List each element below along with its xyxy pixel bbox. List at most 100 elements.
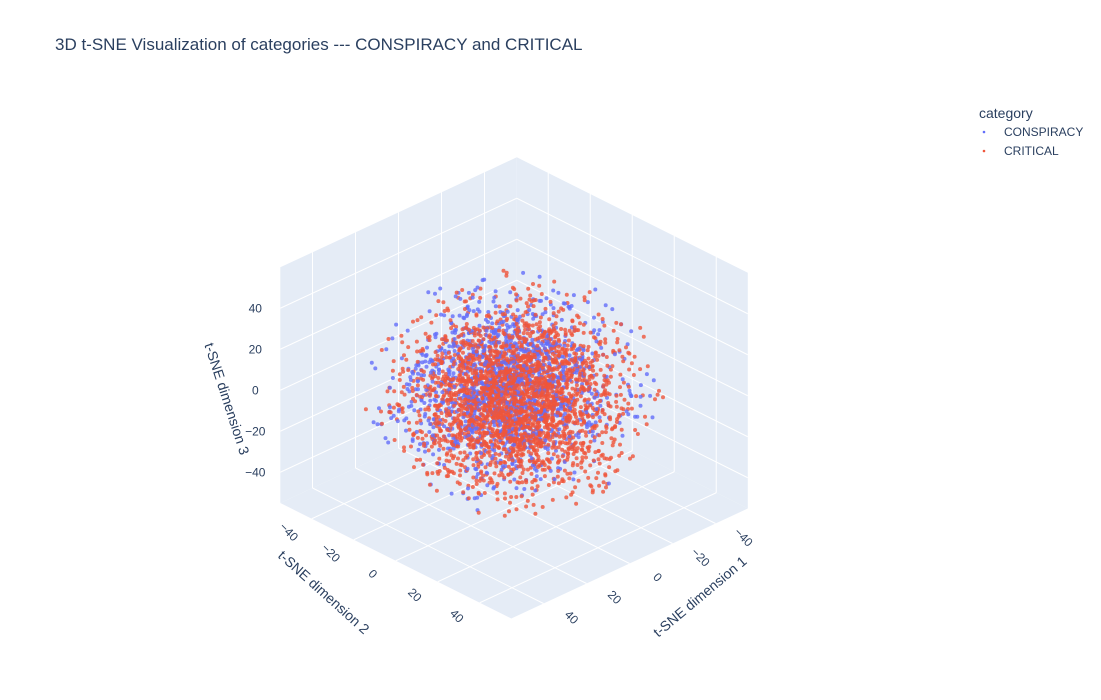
data-point-critical: [568, 367, 572, 372]
legend-item-critical[interactable]: CRITICAL: [982, 144, 1059, 158]
data-point-critical: [385, 389, 390, 394]
data-point-conspiracy: [521, 349, 526, 354]
data-point-conspiracy: [598, 403, 603, 408]
data-point-critical: [508, 500, 512, 505]
data-point-critical: [410, 385, 415, 390]
data-point-critical: [531, 423, 536, 428]
data-point-critical: [463, 326, 468, 330]
data-point-conspiracy: [514, 486, 519, 491]
data-point-critical: [573, 485, 578, 490]
data-point-critical: [434, 414, 439, 419]
data-point-conspiracy: [457, 313, 462, 318]
data-point-conspiracy: [587, 420, 592, 425]
data-point-critical: [559, 433, 564, 438]
data-point-critical: [563, 441, 568, 446]
data-point-conspiracy: [537, 274, 542, 279]
data-point-critical: [436, 421, 441, 426]
data-point-critical: [445, 467, 450, 472]
data-point-critical: [524, 388, 529, 393]
data-point-critical: [565, 408, 570, 413]
data-point-critical: [507, 335, 512, 340]
data-point-conspiracy: [474, 475, 479, 480]
data-point-critical: [537, 283, 542, 288]
data-point-critical: [509, 446, 513, 450]
data-point-conspiracy: [515, 317, 520, 322]
data-point-critical: [476, 332, 481, 337]
data-point-critical: [624, 345, 628, 350]
data-point-critical: [426, 448, 431, 453]
data-point-critical: [497, 405, 502, 410]
data-point-critical: [452, 403, 457, 408]
data-point-critical: [561, 307, 566, 312]
data-point-critical: [507, 509, 511, 514]
data-point-critical: [559, 386, 564, 391]
data-point-conspiracy: [543, 346, 547, 351]
data-point-critical: [590, 406, 595, 410]
data-point-conspiracy: [483, 343, 488, 348]
data-point-critical: [522, 337, 527, 342]
data-point-critical: [614, 393, 619, 398]
data-point-critical: [608, 374, 613, 379]
data-point-critical: [462, 299, 467, 304]
data-point-critical: [399, 333, 404, 338]
data-point-critical: [501, 398, 506, 403]
data-point-critical: [588, 403, 593, 408]
data-point-critical: [497, 350, 502, 355]
data-point-critical: [462, 307, 467, 311]
data-point-critical: [546, 457, 551, 462]
data-point-critical: [524, 301, 529, 306]
data-point-critical: [561, 398, 566, 403]
data-point-critical: [457, 373, 462, 378]
data-point-critical: [466, 356, 471, 361]
data-point-critical: [468, 413, 473, 417]
data-point-critical: [550, 415, 555, 420]
data-point-conspiracy: [438, 286, 443, 291]
data-point-critical: [530, 492, 535, 497]
data-point-critical: [443, 338, 448, 343]
data-point-conspiracy: [534, 474, 539, 479]
data-point-critical: [600, 452, 605, 457]
data-point-conspiracy: [489, 341, 494, 346]
data-point-critical: [519, 494, 524, 499]
data-point-conspiracy: [427, 360, 432, 365]
data-point-critical: [441, 300, 446, 305]
data-point-conspiracy: [404, 428, 408, 433]
data-point-critical: [508, 435, 513, 440]
legend-label-critical: CRITICAL: [1004, 144, 1059, 158]
data-point-critical: [578, 321, 582, 326]
data-point-critical: [591, 458, 596, 463]
data-point-critical: [576, 478, 581, 483]
data-point-conspiracy: [522, 487, 527, 491]
data-point-critical: [515, 331, 519, 336]
data-point-critical: [573, 355, 578, 360]
data-point-conspiracy: [512, 477, 517, 482]
data-point-conspiracy: [434, 331, 439, 336]
data-point-critical: [444, 474, 449, 479]
data-point-critical: [509, 454, 514, 458]
data-point-conspiracy: [388, 405, 392, 410]
data-point-critical: [574, 328, 579, 333]
data-point-critical: [480, 436, 485, 441]
data-point-critical: [406, 345, 411, 350]
data-point-critical: [498, 413, 503, 418]
data-point-critical: [582, 450, 587, 455]
data-point-conspiracy: [428, 398, 433, 403]
data-point-conspiracy: [554, 393, 558, 397]
data-point-critical: [546, 465, 551, 470]
data-point-conspiracy: [606, 481, 611, 486]
data-point-critical: [526, 406, 531, 410]
data-point-critical: [415, 435, 420, 440]
data-point-conspiracy: [423, 449, 427, 454]
data-point-critical: [484, 354, 489, 359]
legend-item-conspiracy[interactable]: CONSPIRACY: [982, 125, 1084, 139]
data-point-critical: [535, 484, 540, 489]
data-point-critical: [429, 388, 434, 393]
data-point-critical: [630, 454, 635, 459]
data-point-critical: [645, 364, 650, 369]
data-point-critical: [491, 377, 496, 382]
data-point-critical: [563, 331, 568, 335]
data-point-critical: [428, 373, 433, 378]
data-point-critical: [458, 403, 463, 408]
data-point-critical: [483, 380, 488, 385]
